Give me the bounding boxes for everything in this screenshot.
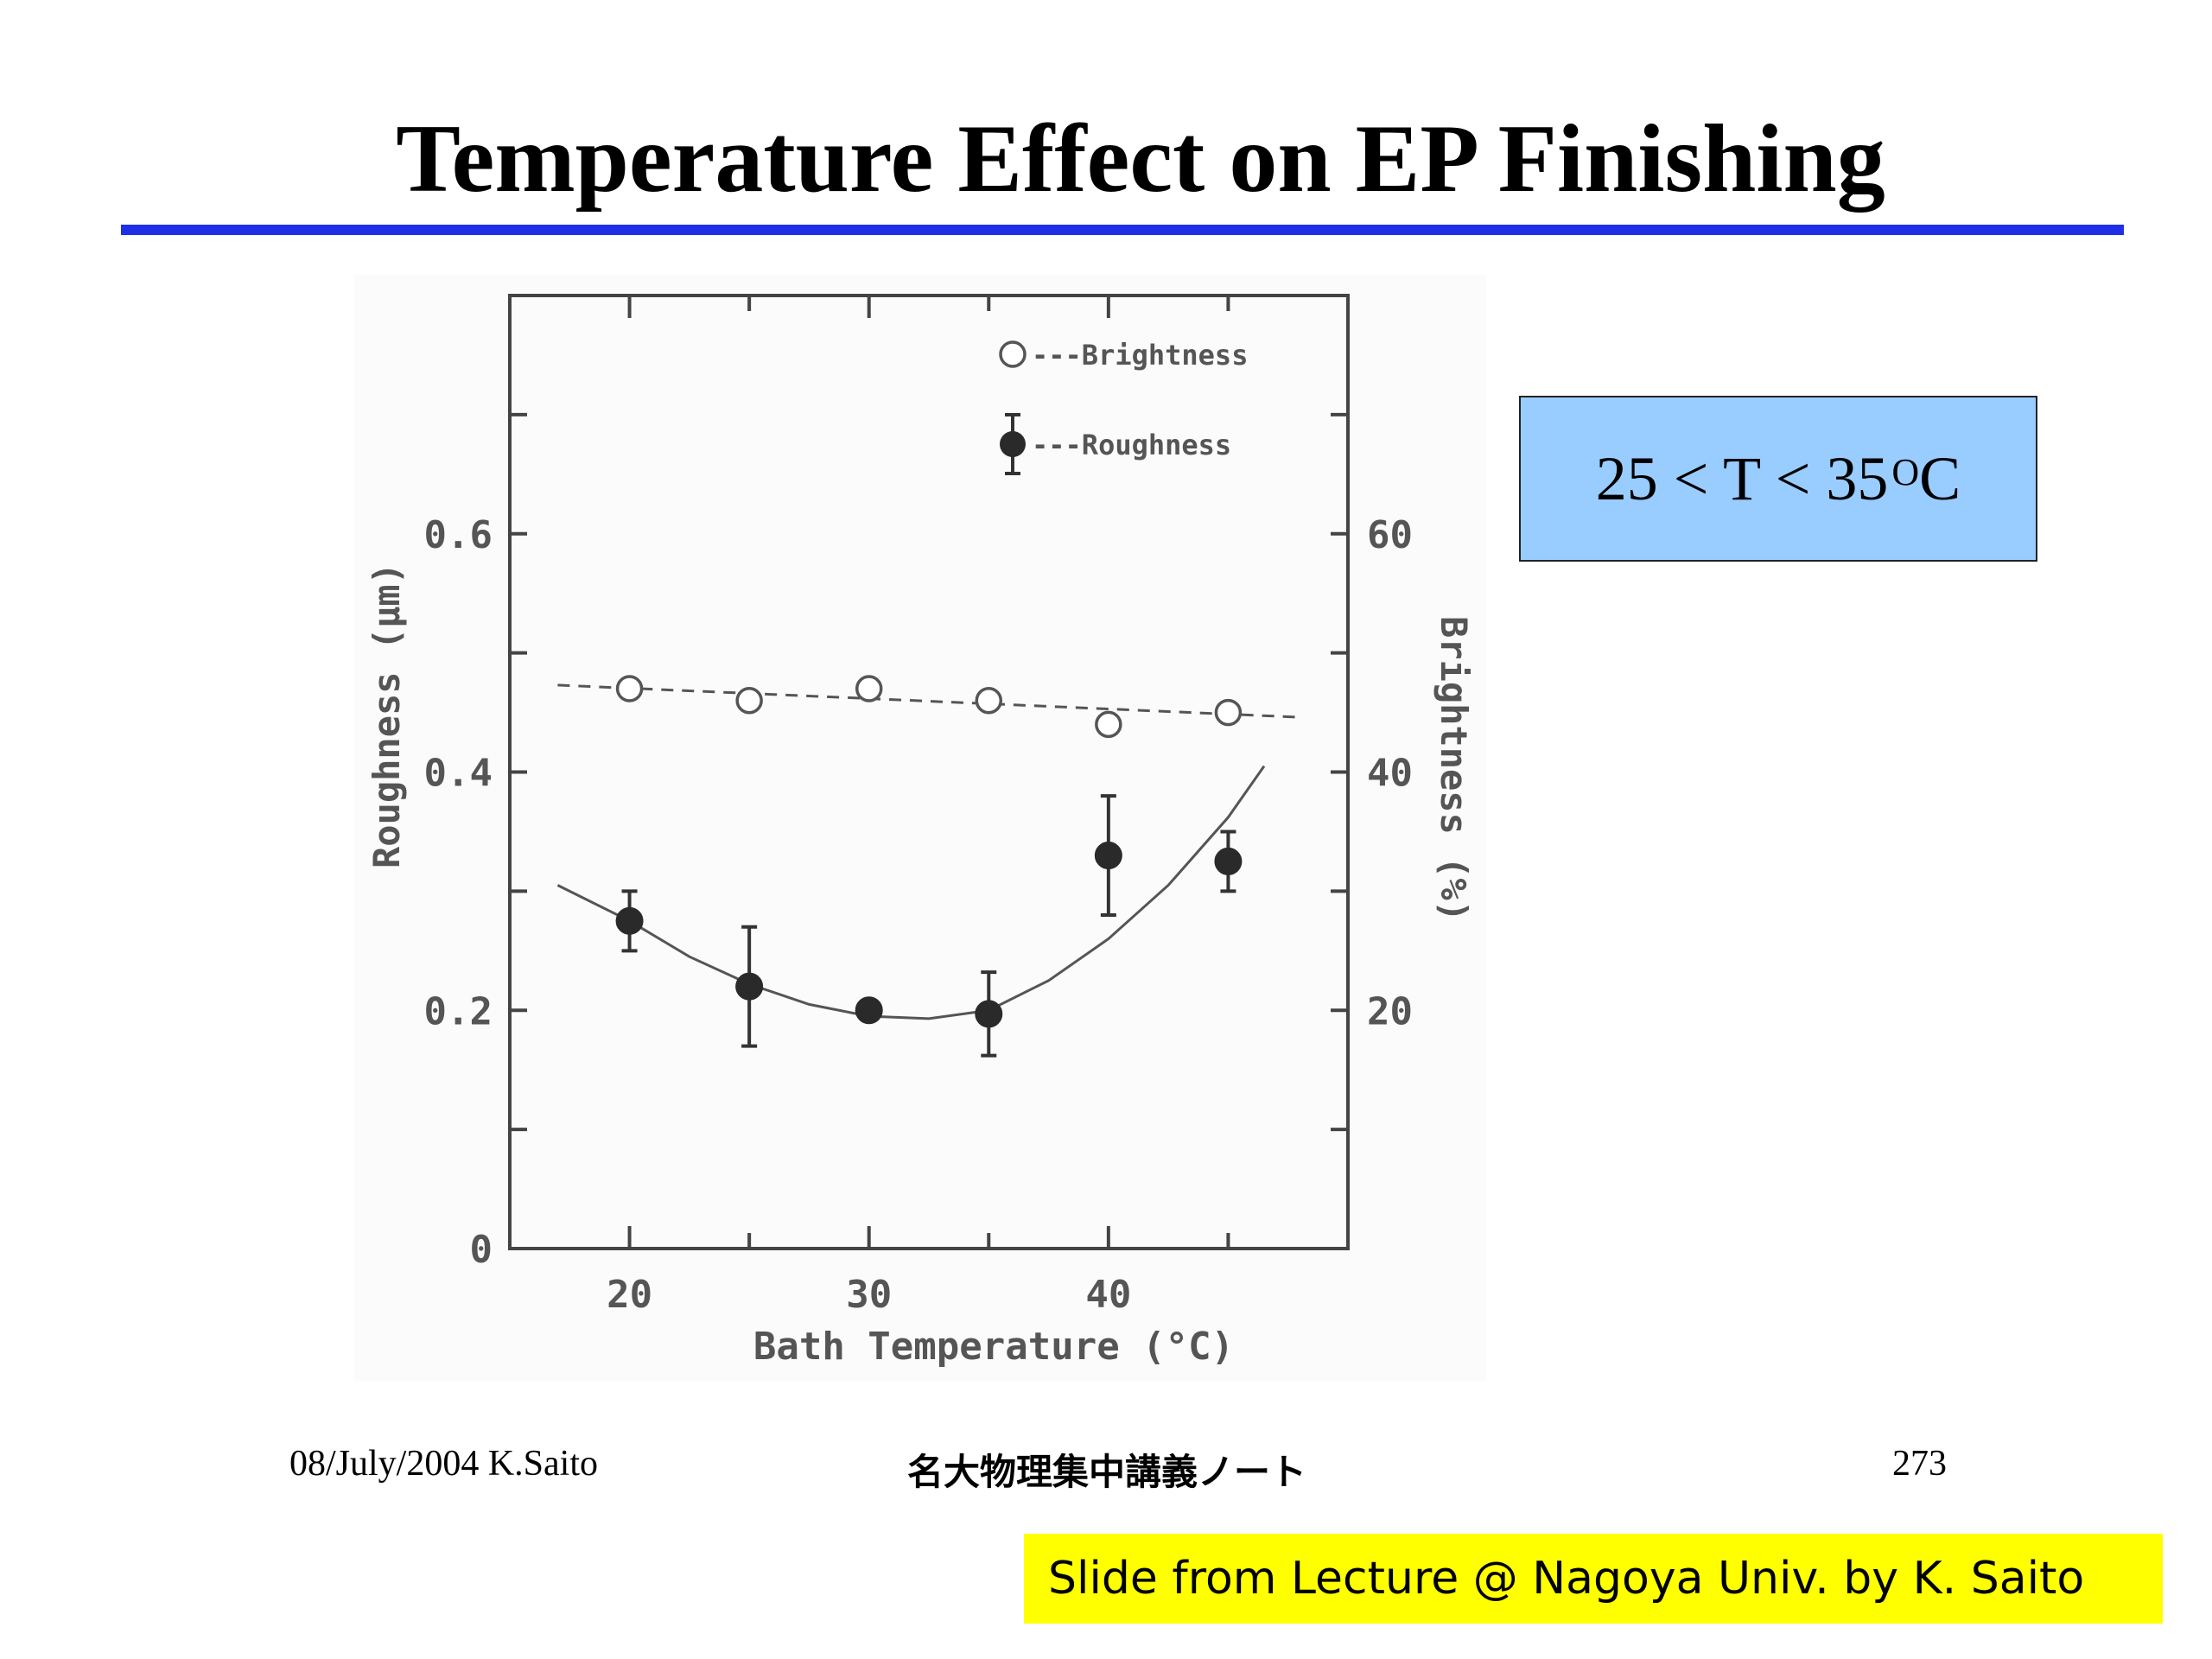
- roughness-point: [615, 906, 644, 935]
- y-right-tick-label: 60: [1367, 513, 1413, 557]
- callout-unit: C: [1919, 443, 1961, 513]
- y-right-tick-label: 40: [1367, 752, 1413, 796]
- footer-date-author: 08/July/2004 K.Saito: [289, 1444, 599, 1484]
- x-axis-label: Bath Temperature (°C): [753, 1325, 1234, 1369]
- roughness-point: [735, 972, 764, 1001]
- brightness-point: [975, 687, 1003, 715]
- callout-main-text: 25 < T < 35: [1595, 443, 1889, 513]
- x-tick-label: 20: [607, 1273, 652, 1317]
- roughness-point: [1094, 842, 1122, 870]
- chart-plot-group: 20 30 40 0 0.2 0.4 0.6 20 40 60 ---Brightness ---Ro…: [424, 294, 1413, 1317]
- brightness-point: [735, 687, 763, 715]
- y-left-tick-label: 0.2: [424, 989, 493, 1033]
- x-tick-label: 40: [1085, 1273, 1131, 1317]
- y-left-tick-label: 0.4: [424, 752, 493, 796]
- roughness-trend-line: [556, 765, 1266, 1020]
- brightness-point: [855, 675, 883, 702]
- brightness-point: [1095, 710, 1122, 739]
- source-banner: Slide from Lecture @ Nagoya Univ. by K. …: [1024, 1534, 2163, 1624]
- footer-lecture-title: 名大物理集中講義ノート: [907, 1451, 1307, 1493]
- chart-background: [354, 275, 1486, 1381]
- legend-brightness-label: ---Brightness: [1032, 339, 1248, 372]
- roughness-point: [1214, 847, 1243, 875]
- legend-roughness-label: ---Roughness: [1032, 429, 1231, 461]
- title-underline: [121, 225, 2124, 235]
- y-right-tick-label: 20: [1367, 989, 1413, 1033]
- y-left-tick-label: 0: [470, 1228, 493, 1272]
- y-left-tick-label: 0.6: [424, 513, 493, 557]
- legend-brightness-marker: [999, 340, 1027, 368]
- x-tick-label: 30: [846, 1273, 892, 1317]
- roughness-point: [975, 1000, 1003, 1028]
- brightness-point: [615, 675, 644, 702]
- footer-page-number: 273: [1892, 1444, 1947, 1484]
- callout-superscript: O: [1891, 450, 1920, 493]
- y-axis-left-label: Roughness (μm): [365, 563, 408, 868]
- slide-title: Temperature Effect on EP Finishing: [396, 105, 1885, 213]
- y-axis-right-label: Brightness (%): [1433, 616, 1475, 922]
- roughness-point: [855, 996, 883, 1025]
- brightness-point: [1214, 698, 1243, 727]
- source-banner-text: Slide from Lecture @ Nagoya Univ. by K. …: [1048, 1553, 2085, 1605]
- legend-roughness-marker: [1000, 431, 1026, 457]
